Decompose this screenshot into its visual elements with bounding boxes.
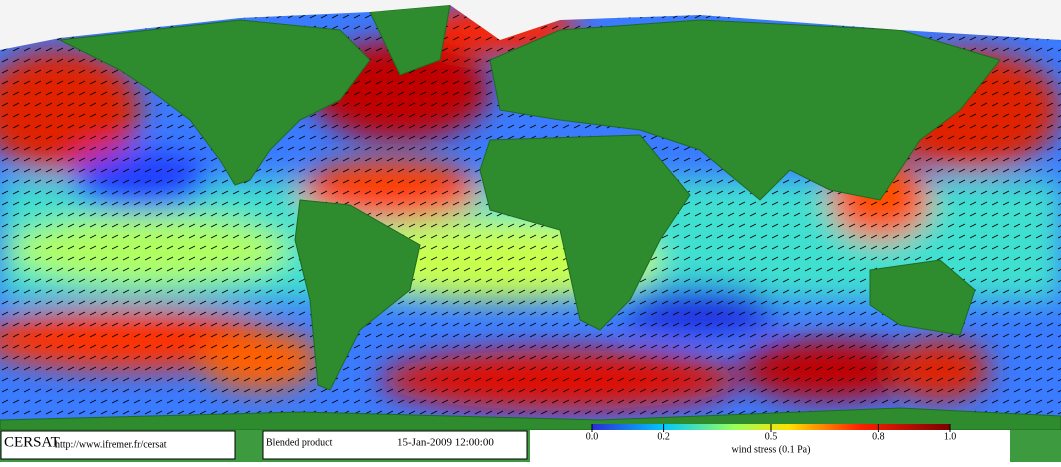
logo: CERSAT xyxy=(4,434,60,450)
south-america xyxy=(294,199,421,391)
colorbar-label: wind stress (0.1 Pa) xyxy=(732,444,811,455)
north-america xyxy=(58,19,371,186)
product: Blended product xyxy=(266,437,333,448)
colorbar-panel xyxy=(530,430,1010,462)
logo-box xyxy=(0,430,236,460)
colorbar-tick-label: 0.5 xyxy=(765,431,778,442)
australia xyxy=(869,259,976,336)
url[interactable]: http://www.ifremer.fr/cersat xyxy=(55,439,167,450)
colorbar-tick-label: 0.0 xyxy=(586,431,599,442)
info-box xyxy=(262,430,528,460)
colorbar-tick-label: 0.2 xyxy=(657,431,670,442)
greenland xyxy=(369,4,451,76)
colorbar-tick-label: 0.8 xyxy=(872,431,885,442)
africa xyxy=(479,134,691,331)
eurasia xyxy=(489,19,1001,201)
colorbar-tick-label: 1.0 xyxy=(944,431,957,442)
datetime: 15-Jan-2009 12:00:00 xyxy=(397,437,494,449)
ice xyxy=(0,0,1061,50)
